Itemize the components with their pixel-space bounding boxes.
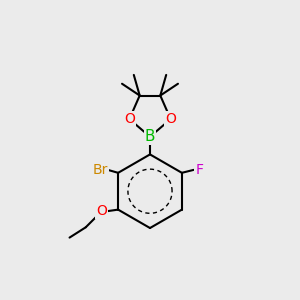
Text: O: O bbox=[97, 204, 107, 218]
Text: O: O bbox=[124, 112, 135, 126]
Text: F: F bbox=[196, 163, 203, 177]
Text: B: B bbox=[145, 129, 155, 144]
Text: O: O bbox=[165, 112, 176, 126]
Text: Br: Br bbox=[93, 163, 108, 177]
